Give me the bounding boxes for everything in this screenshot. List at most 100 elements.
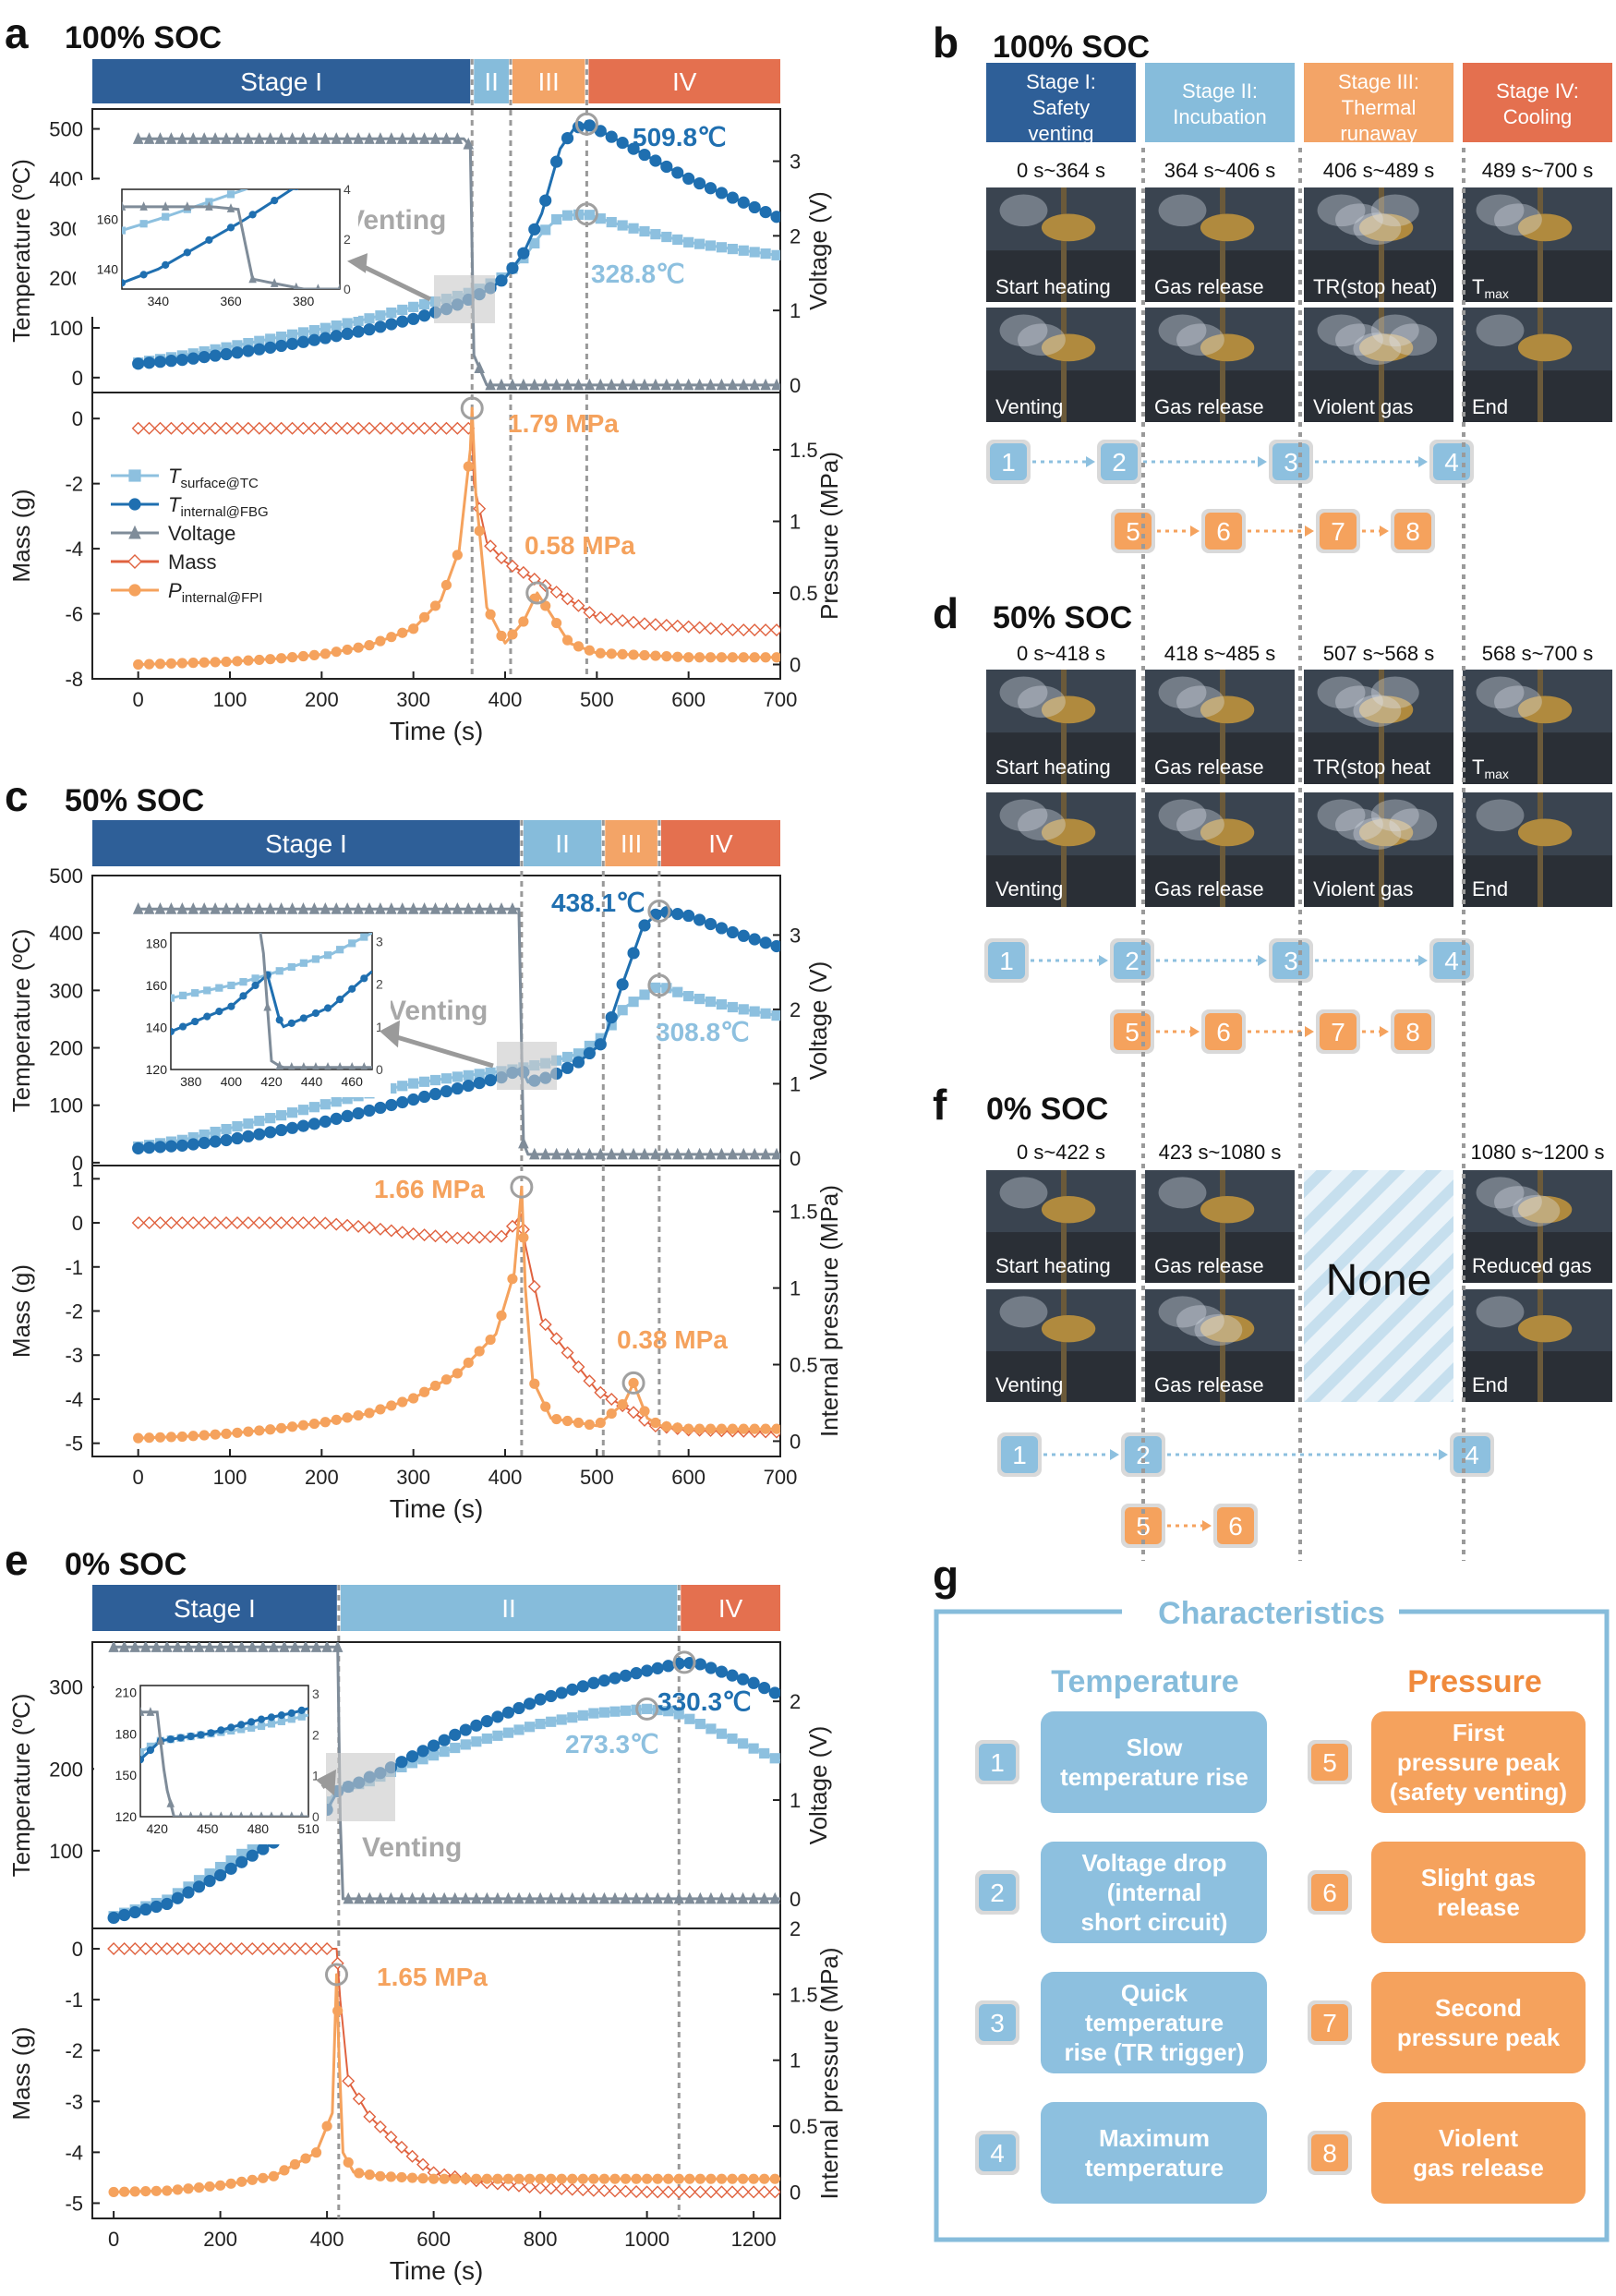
data-point xyxy=(619,2184,633,2198)
data-point xyxy=(348,985,356,993)
data-point xyxy=(257,1715,266,1723)
data-point xyxy=(248,1811,254,1817)
data-point xyxy=(166,1798,175,1807)
tick-label: 2 xyxy=(790,1690,801,1713)
photo-smoke xyxy=(1389,323,1438,356)
pressure-card xyxy=(1371,1972,1586,2073)
data-point xyxy=(320,1942,334,1956)
data-point xyxy=(760,1008,771,1019)
data-point xyxy=(534,2181,548,2194)
data-point xyxy=(737,2173,749,2184)
step-badge: 3 xyxy=(1269,440,1313,484)
data-point xyxy=(452,132,464,144)
none-label: None xyxy=(1326,1256,1432,1305)
data-point xyxy=(417,1891,428,1904)
tick-label: -3 xyxy=(65,1344,83,1367)
step-badge: 5 xyxy=(1308,1740,1352,1784)
photo-holder xyxy=(1041,333,1096,362)
data-point xyxy=(375,310,386,321)
photo-smoke xyxy=(1476,676,1525,709)
data-point xyxy=(577,1891,589,1904)
zoom-arrow xyxy=(356,261,432,302)
step-badge: 1 xyxy=(997,1432,1042,1477)
data-point xyxy=(715,2185,729,2199)
data-point xyxy=(429,902,441,914)
annotation-t-internal: 438.1℃ xyxy=(551,888,645,917)
data-point xyxy=(210,902,221,914)
data-point xyxy=(323,1004,332,1012)
data-point xyxy=(513,1891,525,1904)
data-point xyxy=(364,902,375,914)
data-point xyxy=(275,1123,288,1137)
step-arrow-head xyxy=(1099,955,1108,966)
data-point xyxy=(265,1424,276,1435)
data-point xyxy=(140,1756,145,1764)
step-badge: 4 xyxy=(1429,440,1474,484)
data-point xyxy=(192,1880,206,1893)
data-point xyxy=(268,1642,280,1652)
photo-holder xyxy=(1041,1196,1096,1224)
data-point xyxy=(214,1642,226,1652)
data-point xyxy=(227,1723,235,1732)
time-range: 423 s~1080 s xyxy=(1159,1141,1282,1164)
data-point xyxy=(672,651,683,662)
data-point xyxy=(561,1051,573,1063)
data-point xyxy=(639,378,650,391)
tick-label: 120 xyxy=(146,1062,168,1077)
photo-smoke xyxy=(1353,817,1402,850)
photo-rod xyxy=(1061,792,1067,907)
data-point xyxy=(191,989,199,997)
data-point xyxy=(353,1409,364,1421)
data-point xyxy=(187,658,199,669)
step-badge: 7 xyxy=(1316,509,1360,553)
data-point xyxy=(230,1216,244,1230)
data-point xyxy=(608,2184,621,2198)
step-arrow-head xyxy=(1086,456,1095,467)
data-point xyxy=(143,1432,155,1444)
legend-subscript: internal@FPI xyxy=(182,590,263,606)
data-point xyxy=(153,356,167,369)
data-point xyxy=(534,1693,547,1706)
data-point xyxy=(396,315,409,328)
data-point xyxy=(639,1147,650,1160)
data-point xyxy=(748,933,761,946)
data-point xyxy=(440,1374,452,1385)
data-point xyxy=(405,1750,419,1763)
data-point xyxy=(187,1216,200,1230)
data-point xyxy=(197,1731,205,1739)
data-point xyxy=(264,132,276,144)
data-point xyxy=(289,1642,301,1652)
data-point xyxy=(535,2173,546,2184)
annotation-pressure-peak: 1.66 MPa xyxy=(374,1175,485,1203)
data-point xyxy=(308,421,321,435)
photo-smoke xyxy=(1512,1194,1561,1227)
data-point xyxy=(513,1701,525,1715)
tick-label: 300 xyxy=(49,979,83,1002)
data-point xyxy=(275,1016,283,1024)
data-point xyxy=(566,1683,579,1696)
tick-label: 100 xyxy=(49,1840,83,1863)
data-point xyxy=(771,652,780,663)
data-point xyxy=(139,1942,152,1956)
zoom-arrow-head xyxy=(316,1769,336,1796)
data-point xyxy=(660,160,673,174)
data-point xyxy=(617,1399,628,1410)
data-point xyxy=(428,1739,440,1752)
tick-label: 200 xyxy=(203,2228,237,2251)
panel-letter: g xyxy=(933,1552,959,1600)
panel-letter: d xyxy=(933,589,959,637)
data-point xyxy=(232,656,243,667)
data-point xyxy=(747,1676,760,1689)
temperature-card xyxy=(1041,1842,1267,1943)
tick-label: 160 xyxy=(146,978,168,993)
legend-subscript: internal@FBG xyxy=(180,504,268,520)
data-point xyxy=(407,132,419,144)
time-range: 0 s~418 s xyxy=(1017,642,1105,665)
series-mass xyxy=(131,421,780,637)
tick-label: 180 xyxy=(115,1726,138,1741)
peak-marker xyxy=(574,112,598,136)
tick-label: 400 xyxy=(488,1466,523,1489)
data-point xyxy=(198,421,211,435)
tick-label: 500 xyxy=(49,118,83,141)
data-point xyxy=(395,1756,408,1769)
